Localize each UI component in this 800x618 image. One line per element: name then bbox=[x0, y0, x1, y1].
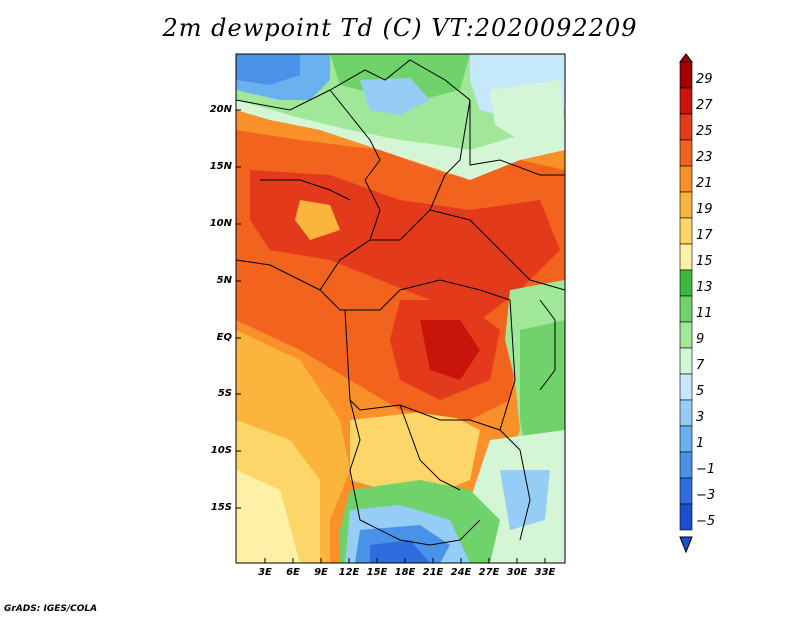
lon-label-3e: 3E bbox=[258, 567, 272, 578]
colorbar-swatch bbox=[679, 87, 693, 115]
lon-label-24e: 24E bbox=[450, 567, 472, 578]
lat-label-10n: 10N bbox=[209, 218, 232, 229]
colorbar-label: 11 bbox=[696, 306, 713, 321]
colorbar-label: 27 bbox=[696, 98, 713, 113]
lat-ticks bbox=[236, 109, 241, 509]
lat-label-20n: 20N bbox=[209, 104, 232, 115]
colorbar-swatch bbox=[679, 347, 693, 375]
colorbar-label: −3 bbox=[696, 488, 716, 503]
colorbar-label: 15 bbox=[696, 254, 713, 269]
lat-label-15s: 15S bbox=[210, 502, 232, 513]
colorbar-swatch bbox=[679, 139, 693, 167]
colorbar-swatch bbox=[679, 217, 693, 245]
lon-label-15e: 15E bbox=[366, 567, 388, 578]
lon-label-6e: 6E bbox=[286, 567, 300, 578]
lon-label-27e: 27E bbox=[478, 567, 500, 578]
colorbar-swatch bbox=[679, 191, 693, 219]
lat-label-15n: 15N bbox=[209, 161, 232, 172]
colorbar-label: 13 bbox=[696, 280, 713, 295]
colorbar-label: 29 bbox=[696, 72, 713, 87]
colorbar-label: 5 bbox=[696, 384, 705, 399]
lon-label-33e: 33E bbox=[534, 567, 556, 578]
colorbar-top-arrow bbox=[679, 53, 693, 63]
colorbar-swatch bbox=[679, 165, 693, 193]
colorbar-label: 25 bbox=[696, 124, 713, 139]
lon-label-9e: 9E bbox=[314, 567, 328, 578]
colorbar-label: 1 bbox=[696, 436, 705, 451]
lon-label-18e: 18E bbox=[394, 567, 416, 578]
lat-label-eq: EQ bbox=[216, 332, 232, 343]
colorbar-swatch bbox=[679, 425, 693, 453]
colorbar-label: −5 bbox=[696, 514, 716, 529]
colorbar-swatch bbox=[679, 451, 693, 479]
colorbar-swatch bbox=[679, 243, 693, 271]
colorbar-label: 19 bbox=[696, 202, 713, 217]
colorbar-swatch bbox=[679, 399, 693, 427]
colorbar-swatch bbox=[679, 269, 693, 297]
map-frame bbox=[235, 53, 566, 564]
colorbar bbox=[679, 53, 693, 554]
map-title: 2m dewpoint Td (C) VT:2020092209 bbox=[162, 14, 638, 42]
colorbar-label: 23 bbox=[696, 150, 713, 165]
colorbar-label: 17 bbox=[696, 228, 713, 243]
colorbar-swatch bbox=[679, 477, 693, 505]
lat-label-5n: 5N bbox=[216, 275, 232, 286]
colorbar-label: 7 bbox=[696, 358, 705, 373]
colorbar-label: 21 bbox=[696, 176, 713, 191]
colorbar-bottom-arrow bbox=[679, 536, 693, 554]
lat-label-5s: 5S bbox=[217, 388, 232, 399]
colorbar-swatch bbox=[679, 321, 693, 349]
colorbar-swatch bbox=[679, 295, 693, 323]
colorbar-label: 9 bbox=[696, 332, 705, 347]
colorbar-label: 3 bbox=[696, 410, 705, 425]
grads-credit: GrADS: IGES/COLA bbox=[4, 604, 98, 614]
country-borders bbox=[236, 59, 565, 546]
lon-label-21e: 21E bbox=[422, 567, 444, 578]
colorbar-swatch bbox=[679, 61, 693, 89]
dewpoint-field bbox=[236, 54, 565, 563]
lon-label-12e: 12E bbox=[338, 567, 360, 578]
lon-label-30e: 30E bbox=[506, 567, 528, 578]
colorbar-swatch bbox=[679, 373, 693, 401]
lat-label-10s: 10S bbox=[210, 445, 232, 456]
colorbar-swatch bbox=[679, 113, 693, 141]
lon-ticks bbox=[264, 558, 546, 563]
colorbar-label: −1 bbox=[696, 462, 716, 477]
colorbar-swatch bbox=[679, 503, 693, 531]
